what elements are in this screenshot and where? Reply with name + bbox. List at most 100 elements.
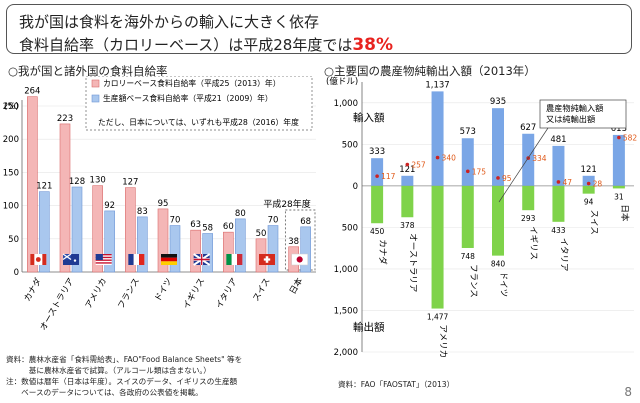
y-tick-label: 1,000 [334, 99, 358, 109]
bar-import [401, 175, 414, 186]
bar-export [492, 185, 504, 256]
x-tick-label: カナダ [377, 239, 388, 265]
y-tick-label: 1,000 [334, 265, 358, 275]
x-tick-label: イギリス [528, 226, 538, 260]
bar [267, 225, 279, 273]
bar-export [431, 185, 444, 309]
bar-import [612, 134, 625, 186]
legend-label: 生産額ベース食料自給率（平成21（2009）年） [103, 93, 273, 103]
import-value-label: 627 [520, 123, 536, 133]
net-marker [556, 180, 561, 184]
net-marker [375, 174, 379, 178]
export-value-label: 840 [491, 260, 506, 269]
bar-export [582, 185, 595, 194]
data-label: 130 [90, 176, 106, 186]
bar-export [552, 185, 565, 222]
footnote-line: 資料：農林水産省「食料需給表」、FAO"Food Balance Sheets"… [6, 355, 243, 364]
left-footnotes: 資料：農林水産省「食料需給表」、FAO"Food Balance Sheets"… [6, 354, 242, 398]
x-tick-label: アメリカ [438, 325, 448, 359]
bar [190, 229, 201, 273]
bar [59, 123, 71, 273]
import-value-label: 121 [581, 165, 597, 175]
bar [137, 216, 148, 273]
y-tick-label: 200 [3, 135, 19, 145]
data-label: 95 [158, 199, 169, 209]
footnote-line: 注：数値は暦年（日本は年度）。スイスのデータ、イギリスの生産額 [6, 377, 238, 386]
italy-flag-icon [226, 254, 243, 265]
y-tick-label: 50 [8, 235, 19, 245]
japan-highlight-box [284, 209, 316, 271]
x-tick-label: イギリス [182, 277, 208, 311]
bar-import [492, 108, 504, 186]
data-label: 60 [223, 222, 234, 232]
y-tick-label: 0 [14, 268, 19, 278]
export-value-label: 433 [551, 226, 566, 235]
data-label: 70 [170, 216, 181, 226]
callout-text: 農産物純輸入額 [546, 103, 603, 113]
data-label: 70 [268, 216, 279, 226]
usa-flag-icon [95, 254, 112, 265]
header-highlight: 38% [352, 35, 394, 55]
header-line2-prefix: 食料自給率（カロリーベース）は平成28年度では [19, 36, 353, 54]
import-label: 輸入額 [353, 111, 385, 124]
bar-import [371, 158, 384, 186]
export-value-label: 293 [521, 214, 536, 223]
y-tick-label: 100 [3, 202, 19, 212]
australia-flag-icon [62, 253, 79, 265]
bar [157, 208, 169, 273]
x-tick-label: フランス [116, 277, 142, 311]
bar-export [371, 185, 384, 224]
self-sufficiency-chart: (%) 0 50 100 150 200 250 平成28年度 264 121 カナダ 223 128 オ… [3, 76, 316, 333]
legend-note: ただし、日本については、いずれも平成28（2016）年度 [98, 117, 299, 127]
net-value-label: 47 [562, 178, 572, 187]
x-tick-label: オーストラリア [407, 233, 417, 292]
callout-text: 又は純輸出額 [546, 114, 595, 124]
net-marker [586, 181, 591, 186]
export-value-label: 450 [370, 227, 385, 236]
import-value-label: 573 [460, 127, 476, 137]
y-tick-label: 150 [3, 168, 19, 178]
import-value-label: 481 [550, 135, 566, 145]
data-label: 58 [202, 223, 213, 233]
data-label: 128 [69, 177, 85, 187]
y-tick-label: 500 [342, 140, 358, 150]
y-tick-label: 0 [353, 182, 358, 192]
bar [125, 187, 136, 273]
export-value-label: 378 [400, 221, 415, 230]
x-tick-label: イタリア [214, 277, 239, 311]
import-value-label: 935 [490, 97, 506, 107]
data-label: 223 [57, 114, 73, 124]
net-value-label: 175 [472, 167, 487, 176]
france-flag-icon [128, 254, 145, 265]
net-value-label: 257 [411, 160, 426, 169]
header-line1: 我が国は食料を海外からの輸入に大きく依存 [19, 13, 320, 31]
footnote-line: 基に農林水産省で試算。（アルコール類は含まない。） [6, 366, 211, 375]
callout-leader [498, 127, 549, 203]
bar [27, 96, 38, 273]
germany-flag-icon [161, 254, 177, 265]
net-value-label: 582 [623, 133, 638, 142]
bar [202, 233, 213, 273]
bar-import [461, 138, 474, 186]
bar-export [401, 185, 414, 218]
bar [235, 218, 246, 273]
switzerland-flag-icon [259, 254, 275, 265]
canada-flag-icon [30, 254, 47, 265]
x-tick-label: 日本 [619, 204, 630, 222]
import-value-label: 333 [369, 147, 385, 157]
y-axis-label: (%) [4, 102, 19, 112]
import-value-label: 613 [611, 124, 627, 134]
x-tick-label: 日本 [287, 276, 305, 297]
data-label: 264 [24, 87, 40, 97]
data-label: 83 [137, 207, 148, 217]
legend: カロリーベース食料自給率（平成25（2013）年） 生産額ベース食料自給率（平成2… [85, 76, 313, 131]
y-tick-label: 250 [3, 102, 19, 112]
data-label: 68 [300, 217, 311, 227]
legend-label: カロリーベース食料自給率（平成25（2013）年） [103, 78, 281, 88]
export-value-label: 748 [461, 252, 476, 261]
import-value-label: 1,137 [425, 80, 449, 90]
y-tick-label: 1,500 [334, 306, 358, 316]
data-label: 92 [104, 201, 115, 211]
net-marker [435, 155, 440, 160]
right-chart-title: ○主要国の農産物純輸出入額（2013年） [324, 64, 536, 78]
